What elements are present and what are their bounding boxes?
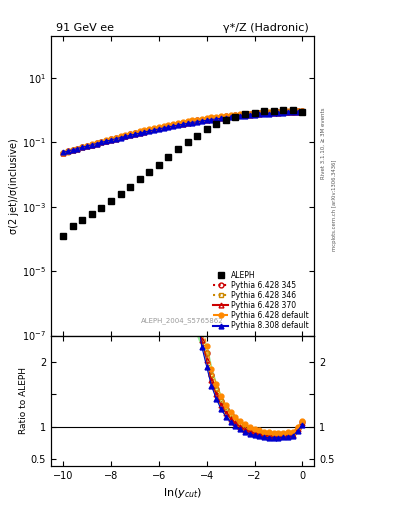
Legend: ALEPH, Pythia 6.428 345, Pythia 6.428 346, Pythia 6.428 370, Pythia 6.428 defaul: ALEPH, Pythia 6.428 345, Pythia 6.428 34… [210,267,312,333]
Text: 91 GeV ee: 91 GeV ee [56,23,114,33]
Y-axis label: Ratio to ALEPH: Ratio to ALEPH [19,367,28,434]
Y-axis label: σ(2 jet)/σ(inclusive): σ(2 jet)/σ(inclusive) [9,138,20,233]
X-axis label: ln($y_{cut}$): ln($y_{cut}$) [163,486,202,500]
Text: γ*/Z (Hadronic): γ*/Z (Hadronic) [223,23,309,33]
Text: Rivet 3.1.10, ≥ 3M events: Rivet 3.1.10, ≥ 3M events [320,108,325,179]
Text: ALEPH_2004_S5765862: ALEPH_2004_S5765862 [141,317,224,324]
Text: mcplots.cern.ch [arXiv:1306.3436]: mcplots.cern.ch [arXiv:1306.3436] [332,159,337,250]
